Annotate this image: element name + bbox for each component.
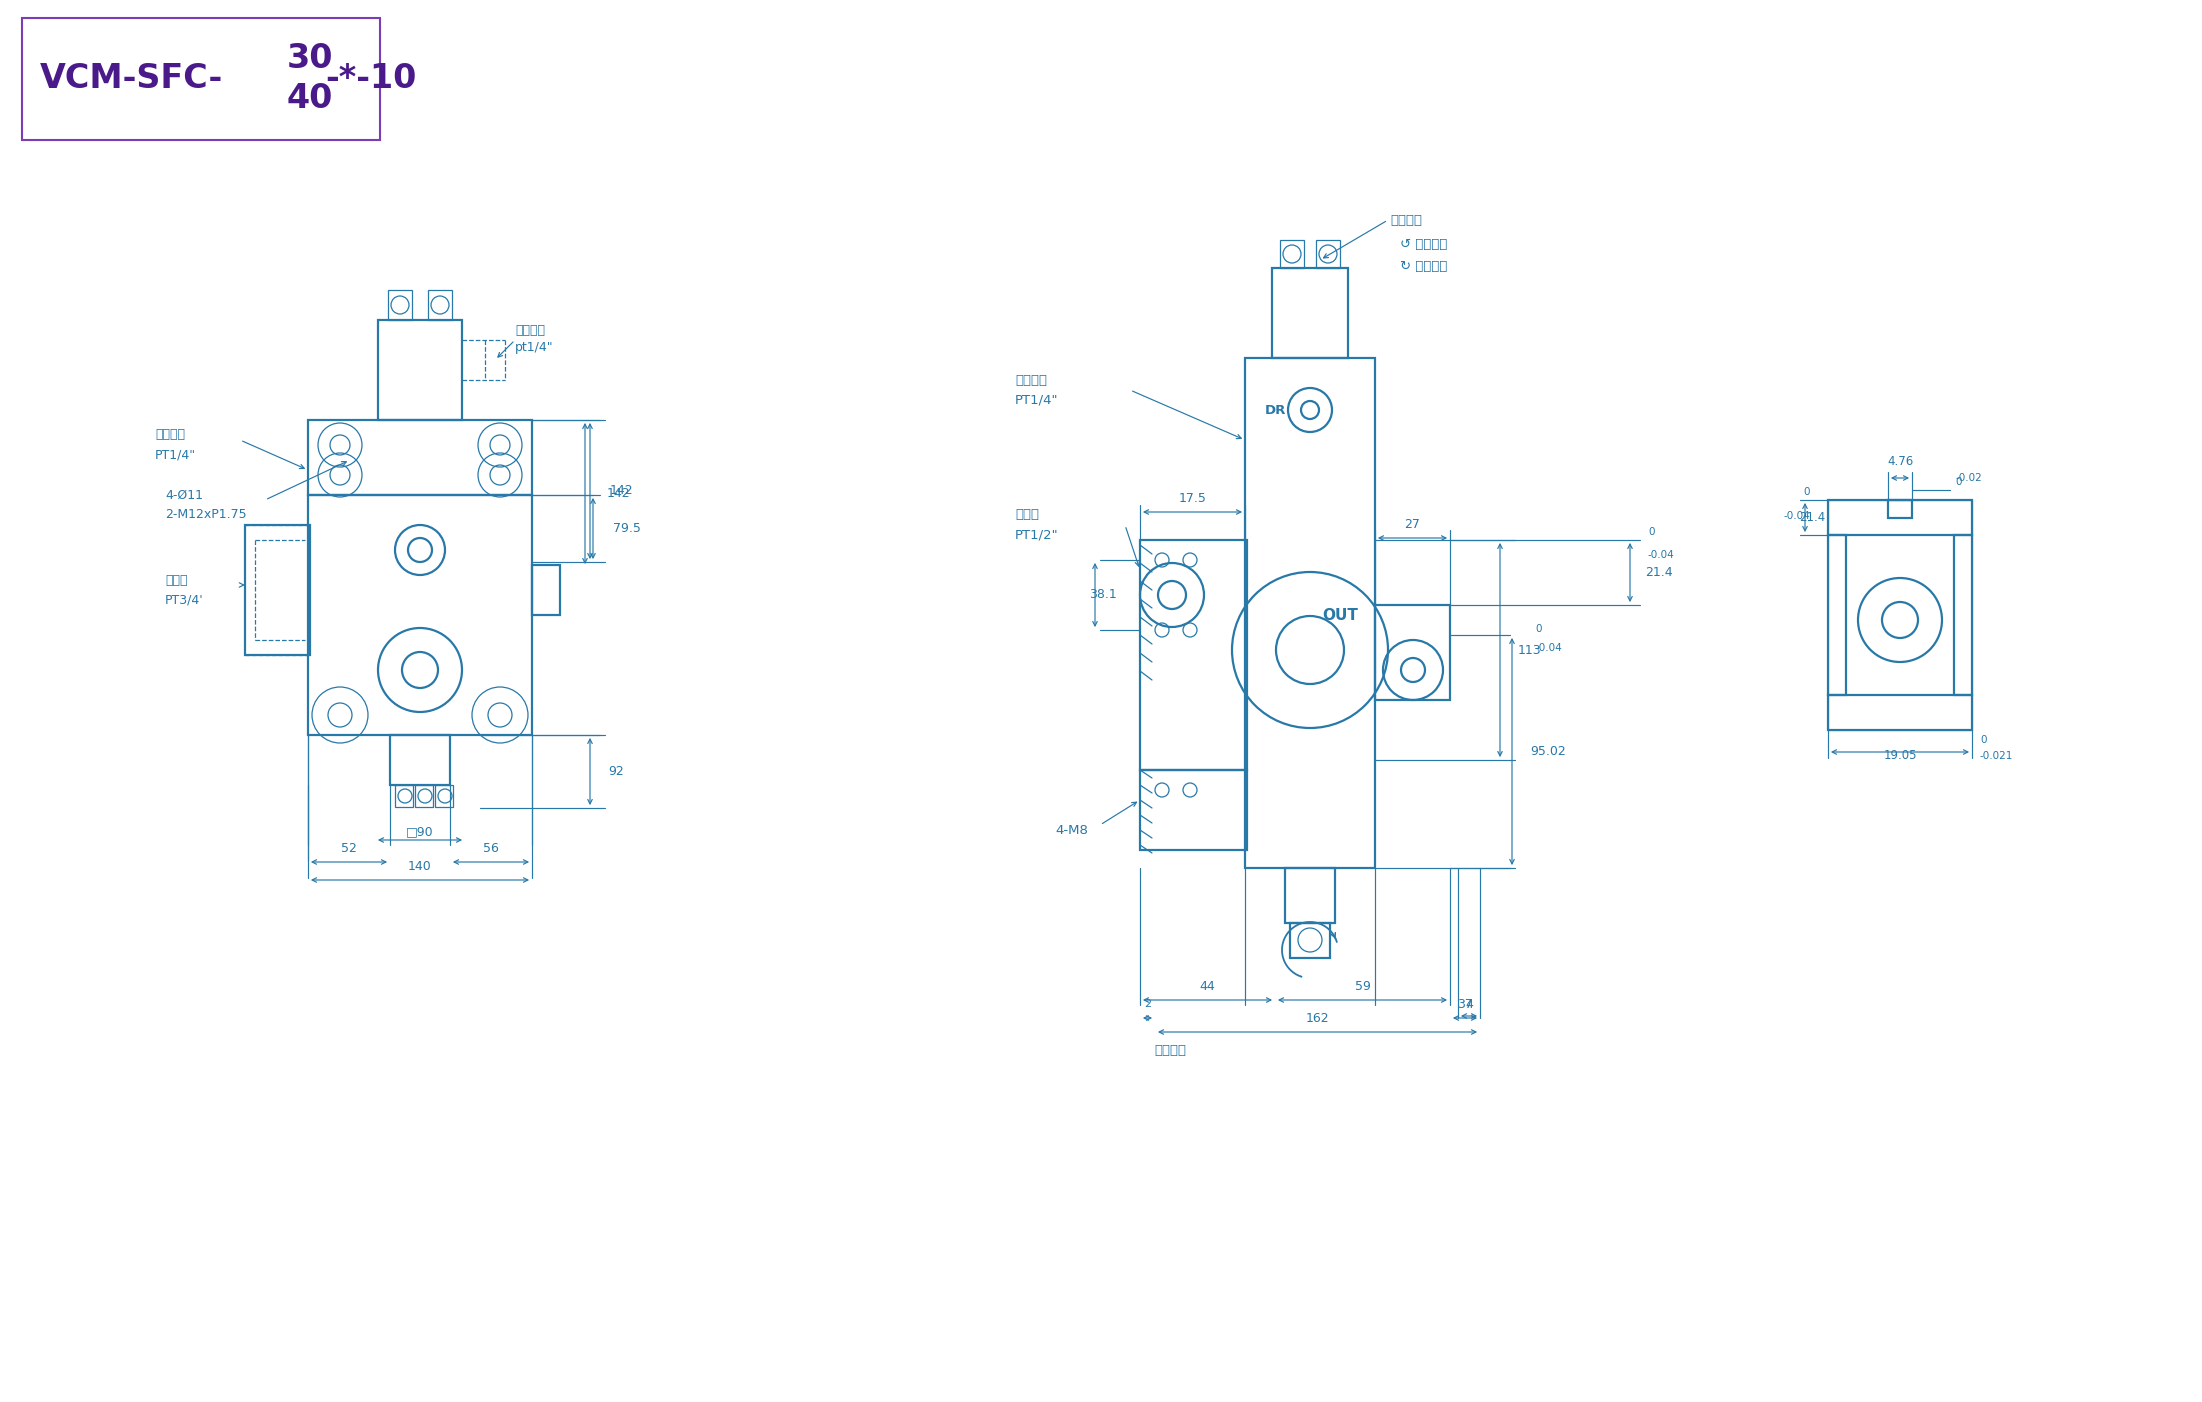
Text: -*-10: -*-10 [326, 62, 416, 94]
Text: PT1/2": PT1/2" [1015, 529, 1059, 541]
Text: -0.04: -0.04 [1647, 550, 1676, 559]
Text: PT3/4': PT3/4' [165, 593, 205, 607]
Text: 30: 30 [286, 42, 333, 74]
Text: 出油口: 出油口 [1015, 509, 1039, 522]
Text: ↻ 降低壓力: ↻ 降低壓力 [1400, 261, 1447, 273]
Bar [244, 524, 310, 655]
Text: 內洩油口: 內洩油口 [515, 324, 546, 336]
Bar [1317, 240, 1341, 268]
Bar [533, 565, 559, 615]
Text: PT1/4": PT1/4" [1015, 394, 1059, 407]
Text: 流量調整: 流量調整 [1154, 1043, 1187, 1057]
Text: pt1/4": pt1/4" [515, 342, 553, 355]
Text: 113: 113 [1517, 644, 1541, 656]
Text: 入油口: 入油口 [165, 573, 187, 586]
Text: 4.76: 4.76 [1887, 456, 1914, 468]
Bar [394, 785, 414, 808]
Text: □90: □90 [405, 826, 434, 838]
Text: 17.5: 17.5 [1178, 492, 1207, 505]
Text: 19.05: 19.05 [1883, 749, 1916, 763]
Bar [1141, 540, 1246, 770]
Text: 92: 92 [608, 765, 623, 778]
Bar [308, 495, 533, 735]
Bar [1279, 240, 1304, 268]
Bar [1374, 606, 1449, 700]
Bar [1286, 868, 1334, 923]
Text: 142: 142 [608, 486, 630, 501]
Bar [388, 290, 412, 320]
Text: 2: 2 [1143, 1000, 1152, 1009]
Text: 2-M12xP1.75: 2-M12xP1.75 [165, 509, 247, 522]
Bar [22, 18, 381, 140]
Text: -0.021: -0.021 [1980, 751, 2013, 761]
Text: 0: 0 [1803, 486, 1810, 496]
Text: 142: 142 [610, 485, 634, 498]
Bar [1273, 268, 1348, 358]
Text: 0: 0 [1535, 624, 1541, 634]
Text: ↺ 增加壓力: ↺ 增加壓力 [1400, 238, 1447, 251]
Bar [390, 735, 449, 785]
Text: 52: 52 [341, 841, 357, 854]
Bar [1141, 770, 1246, 850]
Text: OUT: OUT [1321, 607, 1359, 622]
Bar [414, 785, 434, 808]
Bar [1828, 536, 1845, 695]
Text: 56: 56 [482, 841, 500, 854]
Bar [308, 421, 533, 495]
Bar [1887, 501, 1911, 517]
Bar [1290, 923, 1330, 958]
Text: VCM-SFC-: VCM-SFC- [40, 62, 222, 94]
Bar [427, 290, 451, 320]
Text: 0: 0 [1647, 527, 1654, 537]
Bar [379, 320, 462, 421]
Bar [1828, 695, 1973, 730]
Text: 壓力錶孔: 壓力錶孔 [154, 429, 185, 442]
Text: 40: 40 [286, 81, 333, 115]
Text: 21.4: 21.4 [1645, 566, 1674, 579]
Text: 140: 140 [407, 859, 432, 872]
Text: PT1/4": PT1/4" [154, 449, 196, 461]
Text: 79.5: 79.5 [612, 522, 641, 536]
Bar [1953, 536, 1973, 695]
Bar [1244, 358, 1374, 868]
Text: 21.4: 21.4 [1799, 510, 1825, 524]
Text: 37: 37 [1458, 997, 1473, 1011]
Text: 162: 162 [1306, 1011, 1330, 1025]
Text: 38.1: 38.1 [1090, 589, 1116, 601]
Text: 內洩油口: 內洩油口 [1015, 373, 1046, 387]
Text: 59: 59 [1354, 980, 1370, 993]
Text: 44: 44 [1200, 980, 1216, 993]
Text: -0.04: -0.04 [1784, 510, 1810, 522]
Text: 95.02: 95.02 [1530, 744, 1566, 758]
Text: -0.02: -0.02 [1955, 472, 1982, 484]
Text: 27: 27 [1405, 517, 1420, 530]
Text: 0: 0 [1980, 735, 1986, 744]
Text: DR: DR [1264, 404, 1286, 416]
Text: 4: 4 [1464, 997, 1473, 1011]
Bar [1828, 501, 1973, 536]
Bar [436, 785, 454, 808]
Bar [1828, 501, 1973, 730]
Text: 4-Ø11: 4-Ø11 [165, 488, 203, 502]
Text: -0.04: -0.04 [1535, 644, 1561, 653]
Text: 壓力調整: 壓力調整 [1389, 213, 1422, 227]
Text: 4-M8: 4-M8 [1055, 823, 1088, 837]
Text: 0: 0 [1955, 477, 1962, 486]
